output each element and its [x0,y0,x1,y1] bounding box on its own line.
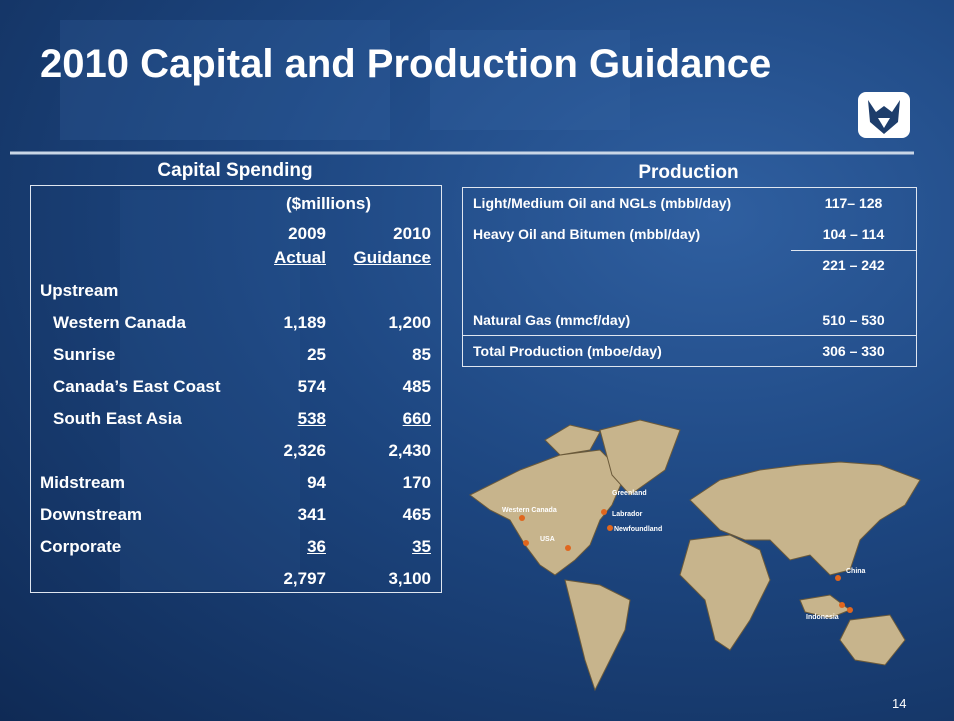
guidance-value: 465 [402,505,431,524]
actual-value: 574 [297,377,326,396]
row-label: Downstream [40,505,143,524]
map-label: Newfoundland [614,526,663,533]
row-label: Canada’s East Coast [53,377,221,396]
guidance-value: 170 [402,473,431,492]
map-label: Labrador [612,511,643,518]
title: 2010 Capital and Production Guidance [40,42,772,86]
actual-value: 2,326 [283,441,326,460]
production-value: 104 – 114 [822,226,885,242]
column-kind: Guidance [353,248,431,267]
row-label: Corporate [40,537,122,556]
guidance-value: 35 [412,537,431,556]
guidance-value: 485 [402,377,431,396]
row-label: Midstream [40,473,126,492]
map-label: Western Canada [502,507,557,514]
map-label: China [846,568,866,575]
production-value: 510 – 530 [822,312,885,328]
production-label: Heavy Oil and Bitumen (mbbl/day) [473,226,701,242]
page-number: 14 [892,696,907,711]
production-value: 221 – 242 [822,257,885,273]
guidance-value: 660 [402,409,431,428]
capital-heading: Capital Spending [157,160,313,181]
column-kind: Actual [274,248,326,267]
actual-value: 94 [307,473,326,492]
row-label: Western Canada [53,313,186,332]
production-label: Natural Gas (mmcf/day) [473,312,631,328]
map-label: USA [540,536,555,543]
actual-value: 2,797 [283,569,326,588]
map-label: Greenland [612,490,647,497]
production-heading: Production [638,162,739,183]
actual-value: 341 [297,505,326,524]
map-label: Indonesia [806,614,839,621]
column-year: 2009 [288,224,326,243]
guidance-value: 85 [412,345,431,364]
divider [791,250,916,251]
actual-value: 1,189 [283,313,326,332]
actual-value: 25 [307,345,326,364]
row-label: Upstream [40,281,119,300]
row-label: Sunrise [53,345,116,364]
production-table: Light/Medium Oil and NGLs (mbbl/day) 117–… [462,187,917,367]
production-value: 306 – 330 [822,343,885,359]
capital-table: ($millions) 2009 Actual 2010 Guidance Upstrea… [30,185,442,593]
guidance-value: 3,100 [388,569,431,588]
column-year: 2010 [393,224,431,243]
divider [463,335,916,336]
units: ($millions) [286,194,372,213]
actual-value: 36 [307,537,326,556]
row-label: South East Asia [53,409,182,428]
production-label: Light/Medium Oil and NGLs (mbbl/day) [473,195,732,211]
guidance-value: 1,200 [388,313,431,332]
production-label: Total Production (mboe/day) [473,343,662,359]
actual-value: 538 [297,409,326,428]
guidance-value: 2,430 [388,441,431,460]
production-value: 117– 128 [824,195,883,211]
